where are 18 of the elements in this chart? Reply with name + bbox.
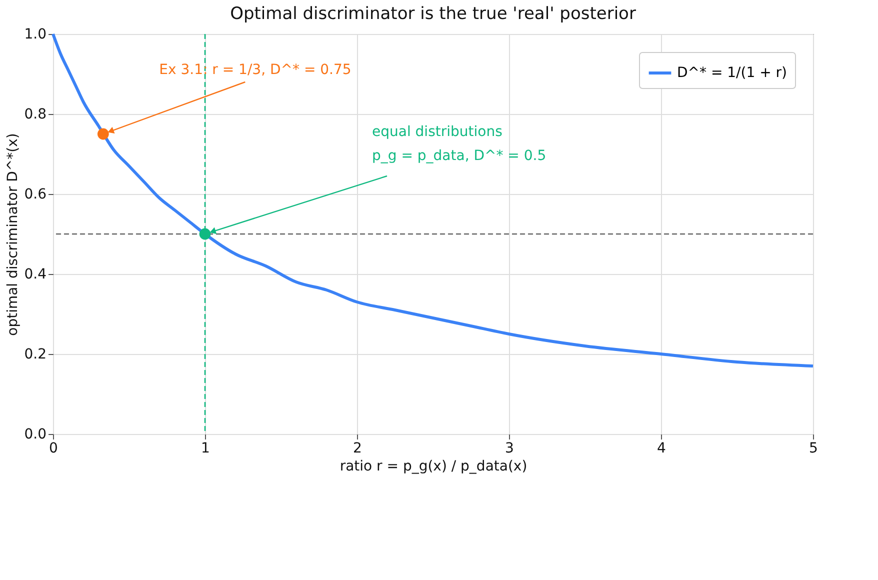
x-tick-label: 4 [657, 440, 666, 456]
y-tick-label: 1.0 [24, 26, 46, 42]
y-tick-label: 0.0 [24, 426, 46, 442]
x-axis-title: ratio r = p_g(x) / p_data(x) [340, 458, 528, 474]
annotation: equal distributions p_g = p_data, D^* = 0.5 [372, 124, 546, 164]
y-axis-title: optimal discriminator D^*(x) [5, 133, 22, 336]
legend-label: D^* = 1/(1 + r) [677, 65, 787, 81]
annotation: Ex 3.1: r = 1/3, D^* = 0.75 [159, 62, 352, 78]
x-tick-label: 0 [49, 440, 58, 456]
x-tick-label: 1 [201, 440, 210, 456]
chart-title: Optimal discriminator is the true 'real' posterior [230, 4, 636, 24]
x-tick-label: 2 [353, 440, 362, 456]
y-tick-label: 0.8 [24, 106, 46, 122]
x-tick-label: 3 [505, 440, 514, 456]
y-tick-label: 0.6 [24, 186, 47, 202]
y-tick-label: 0.4 [24, 266, 47, 282]
y-tick-label: 0.2 [24, 346, 46, 362]
x-tick-label: 5 [809, 440, 818, 456]
